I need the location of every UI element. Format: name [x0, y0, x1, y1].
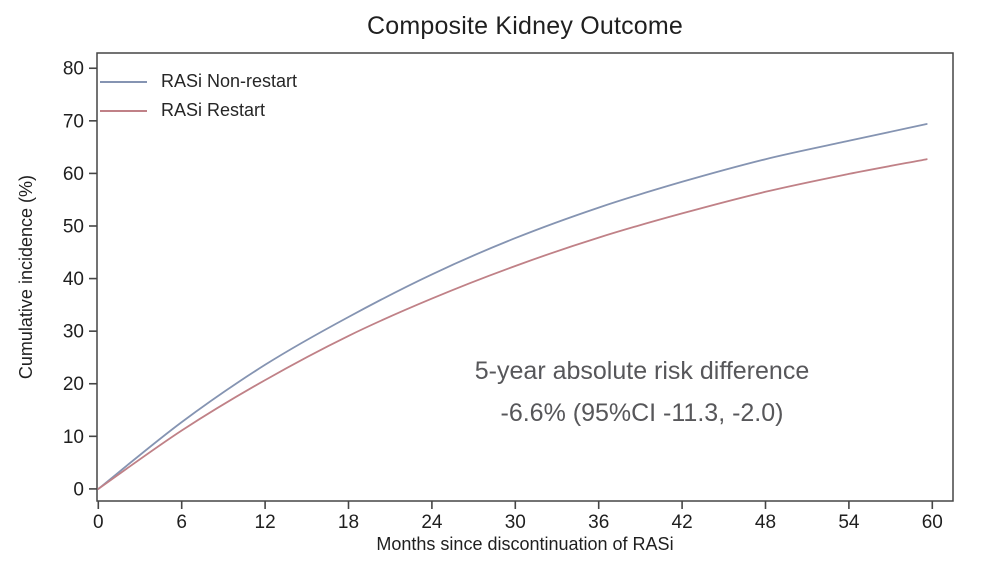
x-tick-label: 6 — [176, 512, 187, 533]
x-tick-label: 60 — [922, 512, 943, 533]
series-curve-restart — [97, 158, 928, 490]
y-tick-label: 40 — [63, 269, 84, 290]
y-tick-label: 60 — [63, 164, 84, 185]
x-tick-label: 54 — [838, 512, 860, 533]
legend-line-swatch — [100, 80, 147, 83]
series-curve-non-restart — [97, 123, 928, 490]
chart-title: Composite Kidney Outcome — [366, 12, 684, 40]
legend-item-non-restart: RASi Non-restart — [100, 67, 297, 96]
x-tick-label: 0 — [93, 512, 104, 533]
annotation-line-2: -6.6% (95%CI -11.3, -2.0) — [500, 399, 784, 427]
x-tick-label: 48 — [755, 512, 776, 533]
x-tick-label: 18 — [338, 512, 359, 533]
legend-label: RASi Restart — [161, 100, 266, 120]
x-tick-label: 42 — [672, 512, 693, 533]
x-tick-label: 24 — [421, 512, 443, 533]
legend: RASi Non-restart RASi Restart — [100, 67, 297, 125]
annotation-line-1: 5-year absolute risk difference — [474, 357, 810, 385]
y-axis-label-text: Cumulative incidence (%) — [15, 174, 36, 380]
plot-border — [96, 52, 954, 502]
y-tick-label: 50 — [63, 216, 84, 237]
legend-label: RASi Non-restart — [161, 71, 298, 91]
y-tick-label: 20 — [63, 374, 84, 395]
y-axis-label: Cumulative incidence (%) — [13, 53, 39, 501]
risk-difference-annotation: 5-year absolute risk difference -6.6% (9… — [392, 350, 892, 434]
y-tick-label: 70 — [63, 111, 84, 132]
y-tick-label: 10 — [63, 427, 84, 448]
x-axis-label: Months since discontinuation of RASi — [376, 534, 674, 554]
x-tick-label: 36 — [588, 512, 609, 533]
y-tick-label: 0 — [73, 479, 84, 500]
y-tick-label: 80 — [63, 59, 84, 80]
legend-line-swatch — [100, 109, 147, 112]
y-tick-label: 30 — [63, 322, 84, 343]
x-tick-label: 12 — [255, 512, 276, 533]
legend-item-restart: RASi Restart — [100, 96, 297, 125]
x-tick-label: 30 — [505, 512, 526, 533]
